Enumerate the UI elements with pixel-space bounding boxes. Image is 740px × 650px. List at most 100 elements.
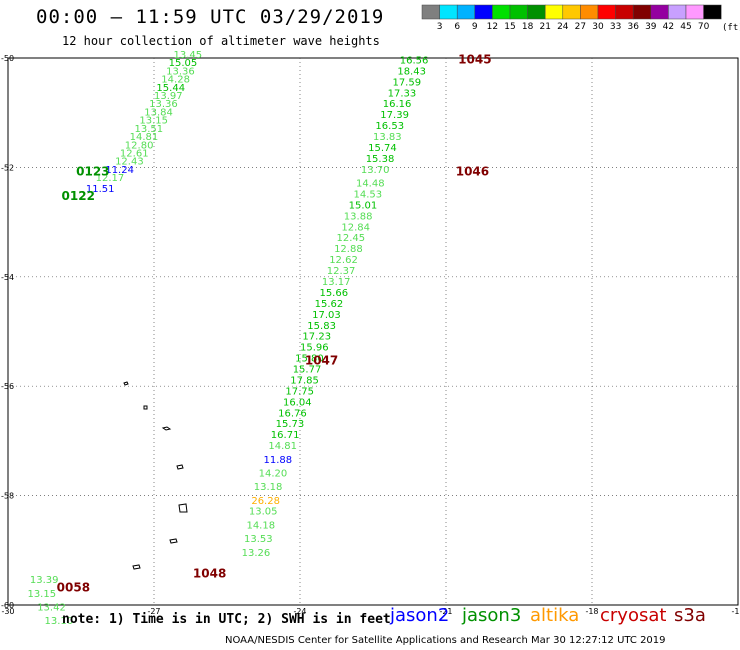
pass-id-label: 1047 — [305, 353, 338, 367]
swh-value: 15.62 — [315, 299, 344, 310]
swh-value: 18.43 — [397, 66, 426, 77]
lon-tick-label: -15 — [731, 607, 740, 616]
swh-value: 17.03 — [312, 310, 341, 321]
lat-tick-label: -54 — [1, 273, 14, 282]
scale-swatch — [562, 4, 581, 20]
scale-tick-label: 42 — [663, 22, 674, 32]
legend-jason2: jason2 — [390, 605, 450, 626]
swh-value: 13.18 — [254, 482, 283, 493]
swh-value: 16.71 — [271, 430, 300, 441]
scale-swatch — [509, 4, 528, 20]
swh-value: 13.39 — [30, 575, 59, 586]
scale-tick-label: 18 — [522, 22, 534, 32]
scale-tick-label: 30 — [592, 22, 604, 32]
lat-tick-label: -50 — [1, 54, 14, 63]
pass-id-label: 1048 — [193, 567, 226, 581]
swh-value: 17.59 — [392, 77, 421, 88]
island-outline — [143, 405, 148, 410]
swh-value: 13.36 — [166, 66, 195, 77]
scale-swatch — [544, 4, 564, 20]
scale-tick-label: 70 — [698, 22, 710, 32]
swh-value: 15.96 — [300, 343, 329, 354]
legend-s3a: s3a — [674, 605, 706, 626]
swh-value: 13.05 — [249, 507, 278, 518]
swh-value: 17.39 — [380, 110, 409, 121]
scale-swatch — [421, 4, 440, 20]
pass-id-label: 1045 — [458, 52, 491, 66]
scale-tick-label: 3 — [437, 22, 443, 32]
pass-id-label: 0058 — [57, 580, 90, 594]
swh-value: 12.62 — [329, 255, 358, 266]
map-frame — [7, 57, 739, 606]
lon-tick-label: -21 — [439, 607, 452, 616]
swh-value: 13.15 — [27, 589, 56, 600]
scale-swatch — [456, 4, 476, 20]
scale-tick-label: 6 — [454, 22, 460, 32]
scale-tick-label: 21 — [539, 22, 550, 32]
swh-value: 13.88 — [344, 211, 373, 222]
swh-value: 14.48 — [356, 179, 385, 190]
swh-value: 13.97 — [154, 91, 183, 102]
swh-value: 15.38 — [366, 154, 395, 165]
swh-value: 15.44 — [156, 83, 185, 94]
scale-swatch — [632, 4, 652, 20]
swh-value: 14.28 — [161, 75, 190, 86]
swh-value: 17.33 — [388, 88, 417, 99]
swh-value: 15.83 — [307, 321, 336, 332]
lat-tick-label: -56 — [1, 382, 14, 391]
swh-value: 17.85 — [290, 375, 319, 386]
swh-value: 12.88 — [334, 244, 363, 255]
swh-value: 17.23 — [302, 332, 331, 343]
scale-swatch — [615, 4, 634, 20]
map-grid — [7, 57, 739, 606]
map-axes: -30 -27 -24 -21 -18 -15 -50 -52 -54 -56 -58 -60 — [1, 54, 740, 616]
swh-value: 13.36 — [149, 99, 178, 110]
scale-swatch — [685, 4, 704, 20]
swh-value: 14.20 — [259, 468, 288, 479]
lat-tick-label: -60 — [1, 601, 14, 610]
swh-value: 14.18 — [246, 520, 275, 531]
color-scale-bar: 3 6 9 12 15 18 21 24 27 30 33 36 39 42 45 70 — [421, 4, 722, 32]
scale-swatch — [703, 4, 722, 20]
scale-swatch — [474, 4, 493, 20]
scale-tick-label: 27 — [575, 22, 586, 32]
swh-value: 12.17 — [96, 173, 125, 184]
scale-swatch — [580, 4, 599, 20]
swh-value: 13.51 — [135, 124, 164, 135]
color-scale-units: (ft) — [722, 23, 740, 33]
swh-value: 12.84 — [341, 222, 370, 233]
lat-tick-label: -52 — [1, 163, 14, 172]
island-outline — [123, 381, 129, 386]
swh-value: 14.53 — [354, 189, 383, 200]
island-outline — [169, 538, 178, 544]
swh-value: 26.28 — [251, 496, 280, 507]
scale-swatch — [597, 4, 616, 20]
swh-value: 13.15 — [139, 116, 168, 127]
swh-value: 15.77 — [293, 365, 322, 376]
swh-value: 11.88 — [264, 455, 293, 466]
page-subtitle: 12 hour collection of altimeter wave hei… — [62, 34, 380, 48]
swh-value: 16.56 — [400, 55, 429, 66]
scale-tick-label: 39 — [645, 22, 657, 32]
swh-value: 12.61 — [120, 148, 149, 159]
scale-tick-label: 36 — [627, 22, 639, 32]
scale-tick-label: 33 — [610, 22, 621, 32]
swh-readings: 16.5618.4317.5917.3316.1617.3916.5313.83… — [27, 50, 428, 627]
swh-value: 13.84 — [144, 107, 173, 118]
page-title: 00:00 – 11:59 UTC 03/29/2019 — [36, 6, 385, 28]
swh-value: 15.73 — [276, 419, 305, 430]
swh-value: 12.45 — [337, 233, 366, 244]
pass-id-label: 0123 — [76, 165, 109, 179]
swh-value: 15.74 — [368, 143, 397, 154]
island-outline — [161, 426, 172, 431]
scale-tick-label: 12 — [487, 22, 498, 32]
swh-value: 14.81 — [268, 441, 297, 452]
lon-tick-label: -27 — [147, 607, 160, 616]
swh-value: 15.01 — [349, 200, 378, 211]
swh-value: 16.53 — [375, 121, 404, 132]
swh-value: 13.26 — [242, 548, 271, 559]
swh-value: 15.05 — [169, 58, 198, 69]
swh-value: 13.10 — [45, 616, 74, 627]
legend-cryosat: cryosat — [600, 605, 667, 626]
